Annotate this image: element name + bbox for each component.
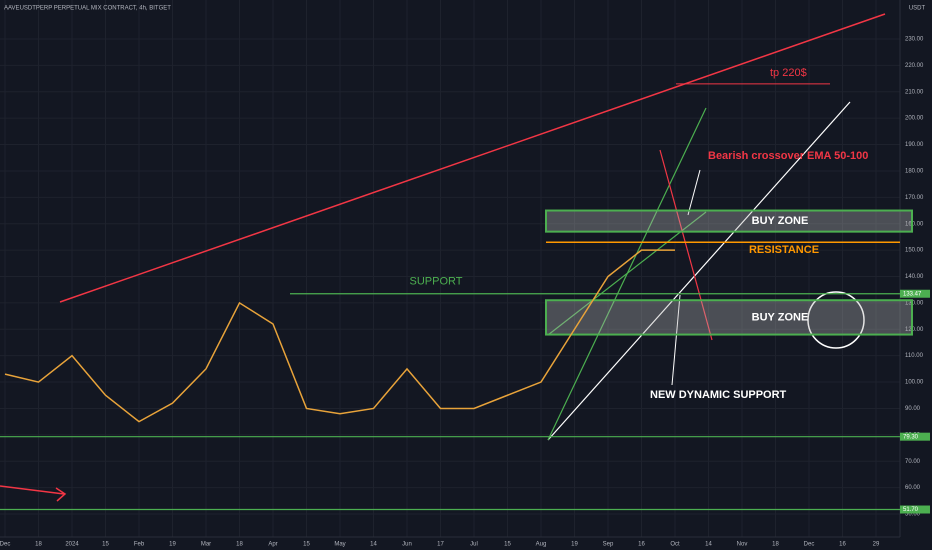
support-label: SUPPORT bbox=[410, 276, 463, 288]
price-tag-label: 51.70 bbox=[903, 507, 919, 513]
x-tick-label: 16 bbox=[839, 542, 846, 548]
x-tick-label: 2024 bbox=[65, 542, 79, 548]
x-tick-label: Sep bbox=[603, 542, 614, 548]
currency: USDT bbox=[909, 6, 926, 12]
x-tick-label: 18 bbox=[236, 542, 243, 548]
zone-label: BUY ZONE bbox=[752, 215, 809, 227]
price-line bbox=[4, 249, 675, 423]
buy-zone bbox=[545, 299, 913, 336]
y-tick-label: 190.00 bbox=[905, 142, 924, 148]
resistance-label: RESISTANCE bbox=[749, 244, 819, 256]
annotation: NEW DYNAMIC SUPPORT bbox=[650, 389, 787, 401]
y-tick-label: 120.00 bbox=[905, 327, 924, 333]
y-tick-label: 180.00 bbox=[905, 169, 924, 175]
arrow bbox=[687, 169, 701, 216]
y-tick-label: 200.00 bbox=[905, 116, 924, 122]
dynamic-support-line bbox=[547, 101, 851, 441]
zone-label: BUY ZONE bbox=[752, 311, 809, 323]
y-tick-label: 170.00 bbox=[905, 195, 924, 201]
y-tick-label: 210.00 bbox=[905, 89, 924, 95]
x-tick-label: Feb bbox=[134, 542, 145, 548]
y-tick-label: 220.00 bbox=[905, 63, 924, 69]
x-tick-label: Apr bbox=[268, 542, 277, 548]
bearish-line bbox=[659, 149, 713, 341]
x-tick-label: Nov bbox=[737, 542, 748, 548]
price-tag-label: 133.47 bbox=[903, 291, 922, 297]
x-tick-label: 18 bbox=[772, 542, 779, 548]
price-tag-label: 79.30 bbox=[903, 434, 919, 440]
x-tick-label: Mar bbox=[201, 542, 211, 548]
y-tick-label: 90.00 bbox=[905, 406, 921, 412]
x-tick-label: 14 bbox=[370, 542, 377, 548]
y-tick-label: 60.00 bbox=[905, 485, 921, 491]
x-tick-label: Aug bbox=[536, 542, 547, 548]
x-tick-label: 19 bbox=[571, 542, 578, 548]
buy-zone bbox=[545, 209, 913, 233]
x-tick-label: 29 bbox=[873, 542, 880, 548]
y-tick-label: 110.00 bbox=[905, 353, 924, 359]
x-tick-label: Dec bbox=[0, 542, 10, 548]
x-tick-label: 15 bbox=[303, 542, 310, 548]
x-tick-label: 18 bbox=[35, 542, 42, 548]
x-tick-label: Jun bbox=[402, 542, 412, 548]
annotation: Bearish crossover EMA 50-100 bbox=[708, 150, 868, 162]
price-tag bbox=[900, 432, 930, 441]
price-tag bbox=[900, 289, 930, 298]
price-axis bbox=[900, 0, 932, 550]
x-tick-label: 17 bbox=[437, 542, 444, 548]
y-tick-label: 140.00 bbox=[905, 274, 924, 280]
highlight-circle bbox=[807, 291, 865, 349]
x-tick-label: 16 bbox=[638, 542, 645, 548]
target-label: tp 220$ bbox=[770, 67, 807, 79]
x-tick-label: 14 bbox=[705, 542, 712, 548]
x-tick-label: Dec bbox=[804, 542, 815, 548]
x-tick-label: 15 bbox=[102, 542, 109, 548]
y-tick-label: 50.00 bbox=[905, 512, 921, 518]
arrow bbox=[0, 485, 67, 502]
x-tick-label: May bbox=[334, 542, 345, 548]
y-tick-label: 230.00 bbox=[905, 37, 924, 43]
symbol-title: AAVEUSDTPERP PERPETUAL MIX CONTRACT, 4h,… bbox=[4, 6, 171, 12]
price-tag bbox=[900, 505, 930, 514]
y-tick-label: 160.00 bbox=[905, 221, 924, 227]
x-tick-label: 19 bbox=[169, 542, 176, 548]
x-tick-label: Jul bbox=[470, 542, 478, 548]
y-tick-label: 100.00 bbox=[905, 380, 924, 386]
y-tick-label: 130.00 bbox=[905, 300, 924, 306]
x-tick-label: 15 bbox=[504, 542, 511, 548]
arrow bbox=[671, 294, 681, 386]
x-tick-label: Oct bbox=[670, 542, 680, 548]
y-tick-label: 150.00 bbox=[905, 248, 924, 254]
trend-line bbox=[59, 13, 886, 303]
y-tick-label: 70.00 bbox=[905, 459, 921, 465]
